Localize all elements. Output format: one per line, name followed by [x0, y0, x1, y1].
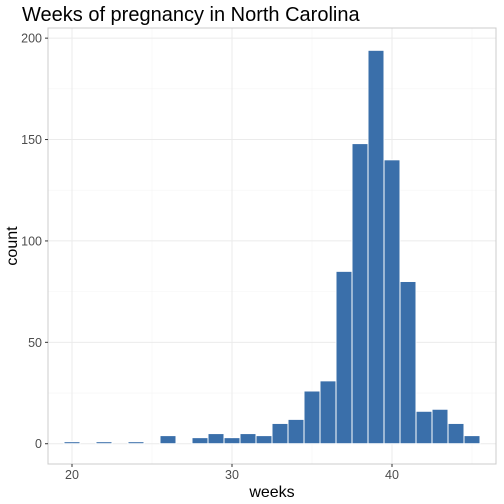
y-axis-ticks: 0 50 100 150 200 [21, 32, 48, 451]
y-tick-label: 0 [35, 437, 42, 451]
histogram-bar [159, 435, 177, 445]
histogram-bar [319, 380, 337, 445]
histogram-bar [95, 441, 113, 445]
histogram-bar [367, 49, 385, 445]
histogram-bar [271, 422, 289, 445]
histogram-bar [383, 159, 401, 445]
histogram-bar [303, 390, 321, 445]
histogram-bar [255, 435, 273, 445]
histogram-bar [63, 441, 81, 445]
histogram-bar [191, 437, 209, 445]
histogram-bar [415, 410, 433, 445]
histogram-bar [463, 435, 481, 445]
histogram-bars [63, 49, 481, 445]
x-tick-label: 40 [385, 468, 399, 482]
y-axis-title: count [4, 226, 21, 266]
y-tick-label: 50 [28, 336, 42, 350]
chart-title: Weeks of pregnancy in North Carolina [22, 4, 360, 26]
histogram-bar [127, 441, 145, 445]
histogram-bar [207, 433, 225, 445]
y-tick-label: 100 [21, 234, 42, 248]
x-tick-label: 30 [225, 468, 239, 482]
histogram-bar [335, 270, 353, 445]
grid-lines [48, 28, 496, 464]
histogram-bar [287, 418, 305, 445]
histogram-bar [239, 433, 257, 445]
histogram-bar [399, 280, 417, 445]
x-axis-title: weeks [248, 484, 294, 501]
x-tick-label: 20 [65, 468, 79, 482]
y-tick-label: 200 [21, 32, 42, 46]
panel-border [47, 27, 497, 465]
x-axis-ticks: 20 30 40 [65, 464, 399, 482]
histogram-bar [447, 422, 465, 445]
histogram-bar [431, 408, 449, 445]
histogram-bar [351, 143, 369, 445]
y-tick-label: 150 [21, 133, 42, 147]
histogram-bar [223, 437, 241, 445]
